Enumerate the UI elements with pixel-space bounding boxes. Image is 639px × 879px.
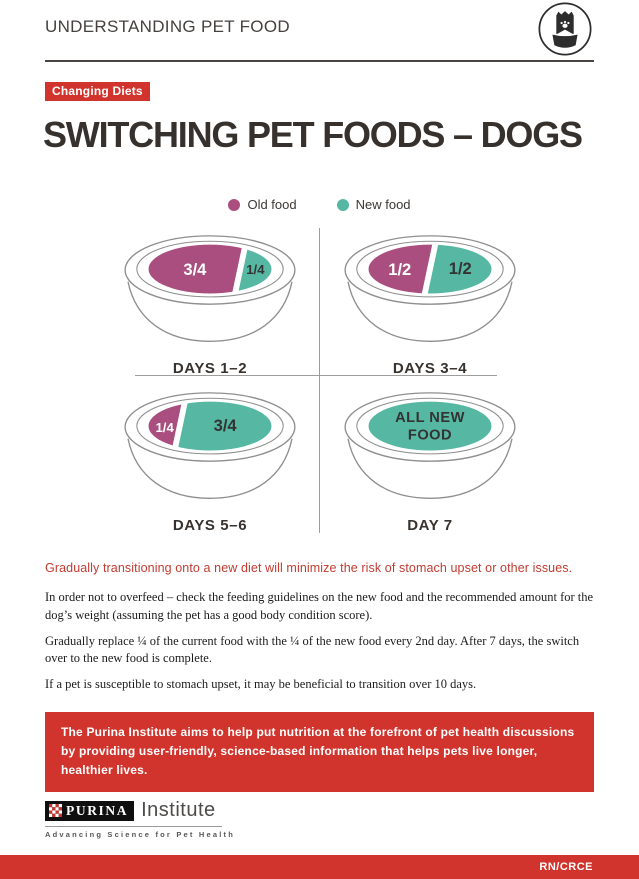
purina-logo-lockup: PURINA <box>45 800 135 821</box>
bowl-cell: 1/4 3/4 DAYS 5–6 <box>100 388 320 534</box>
footer-code: RN/CRCE <box>539 861 593 873</box>
bowl-day-label: DAYS 1–2 <box>172 360 248 377</box>
lead-sentence: Gradually transitioning onto a new diet … <box>45 561 573 575</box>
bowl-portion-label: 1/4 <box>155 420 174 435</box>
bowl-cell: 1/2 1/2 DAYS 3–4 <box>320 231 540 377</box>
page-title: SWITCHING PET FOODS – DOGS <box>43 114 583 155</box>
bowl-graphic: ALL NEW FOOD <box>344 392 516 499</box>
legend-label-new-food: New food <box>355 197 411 212</box>
legend-item-new-food: New food <box>336 197 411 212</box>
bowl-day-label: DAY 7 <box>407 517 453 534</box>
bowl-graphic: 1/4 3/4 <box>124 392 296 499</box>
bowl-graphic: 3/4 1/4 <box>124 235 296 342</box>
purina-institute-logo: PURINA Institute Advancing Science for P… <box>45 799 235 839</box>
logo-tagline: Advancing Science for Pet Health <box>45 830 236 839</box>
bowl-cell: ALL NEW FOOD DAY 7 <box>320 388 540 534</box>
bowl-graphic: 1/2 1/2 <box>344 235 516 342</box>
body-paragraph: Gradually replace ¼ of the current food … <box>45 633 580 666</box>
bowl-portion-label: 3/4 <box>214 416 238 435</box>
body-paragraph: If a pet is susceptible to stomach upset… <box>45 677 477 691</box>
header-divider <box>45 60 594 62</box>
document-header-title: UNDERSTANDING PET FOOD <box>45 17 290 36</box>
old-food-swatch <box>228 198 241 211</box>
footer-bar: RN/CRCE <box>0 855 639 879</box>
pet-food-bag-and-bowl-icon <box>538 2 592 56</box>
bowl-portion-label: 1/4 <box>246 262 265 277</box>
bowl-day-label: DAYS 3–4 <box>392 360 468 377</box>
legend-label-old-food: Old food <box>247 197 297 212</box>
institute-wordmark: Institute <box>141 799 216 821</box>
purina-checkerboard-icon <box>49 804 62 817</box>
body-paragraph: In order not to overfeed – check the fee… <box>45 590 594 622</box>
bowl-portion-label: 3/4 <box>183 260 207 279</box>
legend-item-old-food: Old food <box>228 197 297 212</box>
new-food-swatch <box>336 198 349 211</box>
institute-callout-box: The Purina Institute aims to help put nu… <box>45 712 594 792</box>
bowl-portion-label: ALL NEW <box>395 410 465 426</box>
bowl-portion-label: 1/2 <box>449 259 472 278</box>
legend: Old food New food <box>0 197 639 212</box>
section-badge: Changing Diets <box>45 82 150 101</box>
bowl-cell: 3/4 1/4 DAYS 1–2 <box>100 231 320 377</box>
purina-wordmark: PURINA <box>66 802 129 818</box>
grid-divider-horizontal <box>135 375 497 376</box>
grid-divider-vertical <box>319 228 320 533</box>
bowl-portion-label: FOOD <box>408 428 452 444</box>
bowl-portion-label: 1/2 <box>388 260 411 279</box>
logo-divider <box>45 826 222 827</box>
bowl-day-label: DAYS 5–6 <box>172 517 248 534</box>
body-text: In order not to overfeed – check the fee… <box>45 589 597 702</box>
